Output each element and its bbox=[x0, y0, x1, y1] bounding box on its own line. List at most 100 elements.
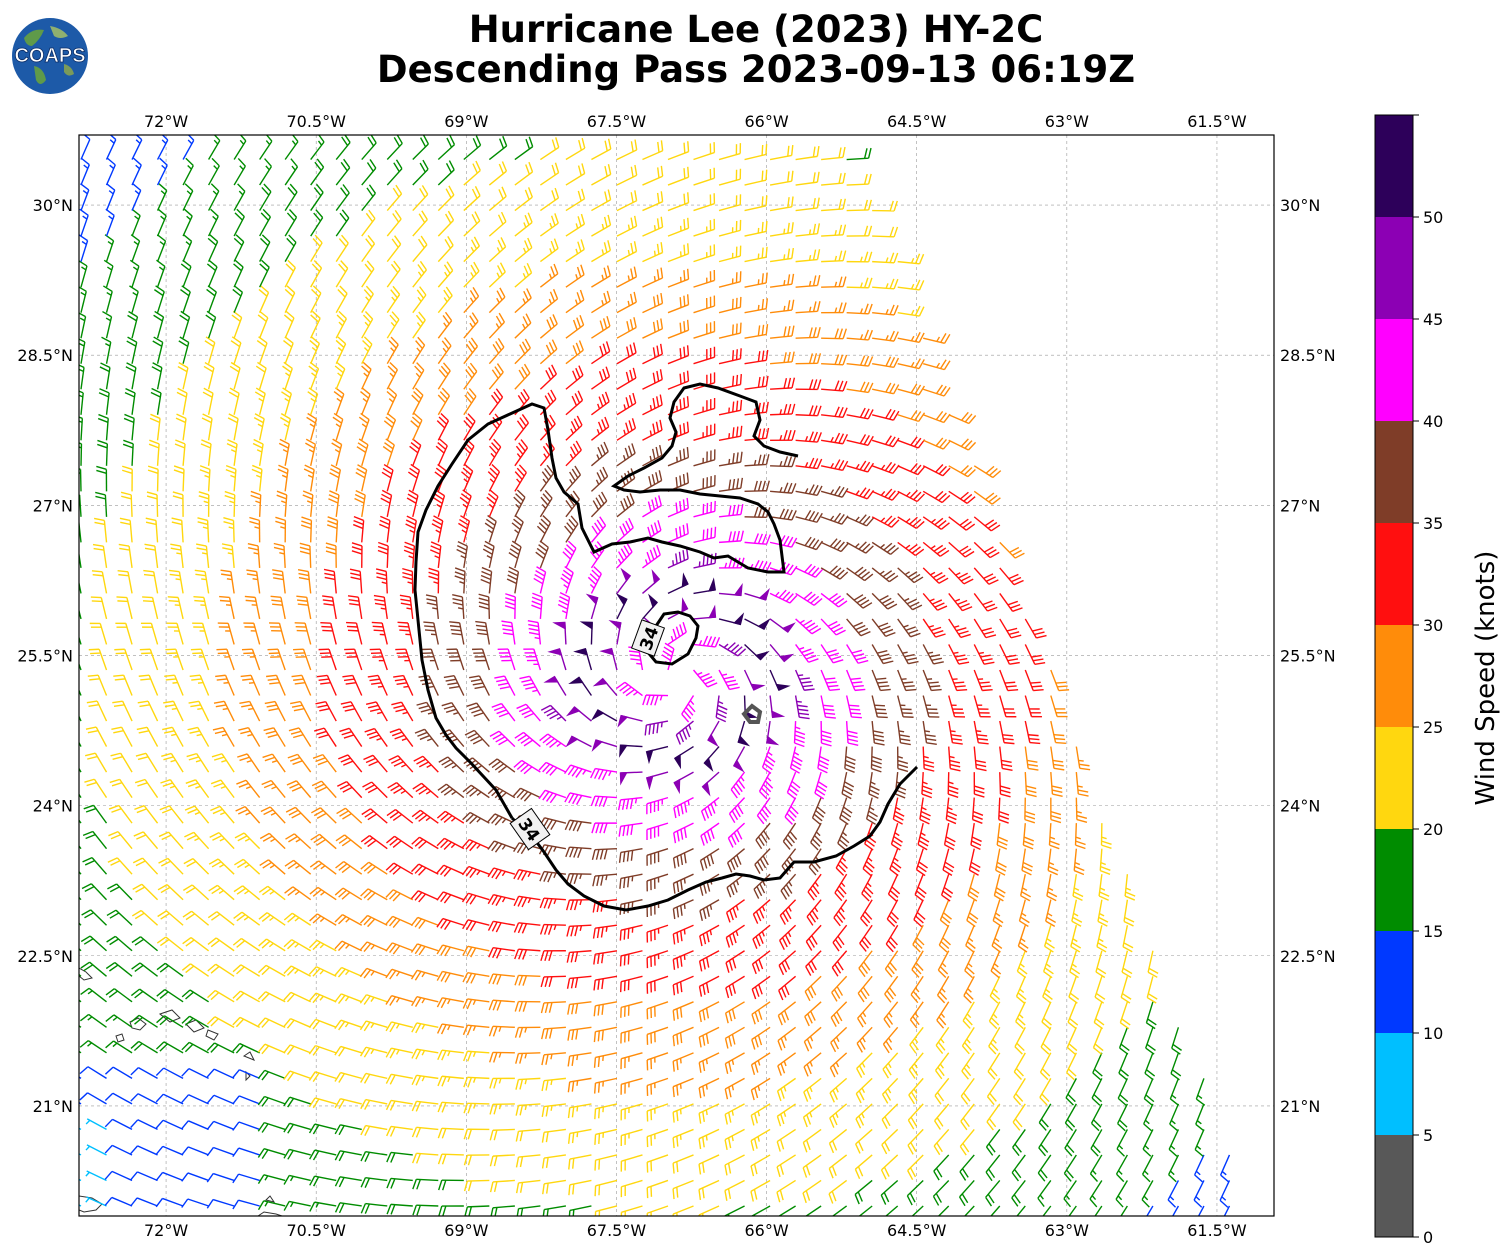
wind-barb bbox=[284, 158, 299, 186]
wind-barb bbox=[1100, 823, 1112, 849]
wind-barb bbox=[693, 398, 716, 416]
wind-barb bbox=[919, 797, 931, 825]
wind-barb bbox=[514, 439, 529, 467]
wind-barb bbox=[158, 831, 184, 850]
wind-barb bbox=[1016, 1205, 1026, 1216]
wind-barb bbox=[335, 234, 349, 263]
wind-barb bbox=[241, 648, 261, 671]
wind-barb bbox=[752, 924, 771, 949]
wind-barb bbox=[841, 771, 855, 800]
wind-barb bbox=[1095, 950, 1107, 979]
wind-barb bbox=[371, 621, 388, 645]
wind-barb bbox=[1075, 772, 1089, 797]
wind-barb bbox=[253, 413, 265, 441]
wind-barb bbox=[488, 1025, 515, 1037]
wind-barb bbox=[513, 759, 541, 775]
wind-barb bbox=[165, 648, 184, 671]
axis-tick-labels: 72°W72°W70.5°W70.5°W69°W69°W67.5°W67.5°W… bbox=[17, 112, 1335, 1240]
wind-barb bbox=[104, 1144, 133, 1156]
wind-barb bbox=[1012, 1103, 1026, 1131]
wind-barb bbox=[200, 439, 212, 466]
wind-barb bbox=[188, 700, 210, 722]
wind-barb bbox=[456, 541, 468, 569]
wind-barb bbox=[693, 475, 716, 493]
wind-barb bbox=[667, 345, 690, 365]
wind-barb bbox=[616, 342, 637, 365]
wind-barb bbox=[573, 647, 593, 671]
wind-barb bbox=[438, 756, 465, 773]
wind-barb bbox=[999, 618, 1022, 639]
wind-barb bbox=[1064, 1129, 1077, 1157]
wind-barb bbox=[744, 533, 771, 545]
wind-barb bbox=[411, 387, 424, 416]
wind-barb bbox=[897, 669, 917, 692]
wind-barb bbox=[861, 873, 874, 902]
wind-barb bbox=[770, 482, 797, 494]
wind-barb bbox=[966, 899, 979, 928]
colorbar-tick-label: 50 bbox=[1423, 208, 1443, 227]
wind-barb bbox=[182, 135, 195, 160]
wind-barb bbox=[182, 936, 210, 952]
lon-tick-label-top: 69°W bbox=[444, 112, 488, 131]
wind-barb bbox=[207, 911, 235, 926]
wind-barb bbox=[871, 669, 891, 692]
wind-barb bbox=[642, 470, 663, 492]
wind-barb bbox=[821, 302, 847, 314]
wind-barb bbox=[616, 291, 637, 314]
wind-barb bbox=[821, 276, 847, 288]
wind-barb bbox=[334, 1124, 362, 1136]
wind-barb bbox=[616, 241, 638, 263]
wind-barb bbox=[334, 1176, 362, 1188]
wind-barb bbox=[881, 1077, 899, 1104]
wind-barb bbox=[437, 160, 455, 186]
wind-barb bbox=[795, 431, 822, 443]
wind-barb bbox=[541, 1103, 566, 1117]
wind-barb bbox=[1064, 1103, 1077, 1132]
wind-barb bbox=[752, 899, 771, 924]
wind-barb bbox=[672, 1052, 694, 1072]
wind-barb bbox=[436, 944, 465, 957]
wind-barb bbox=[463, 1179, 490, 1192]
wind-barb bbox=[973, 644, 995, 665]
wind-barb bbox=[795, 618, 822, 635]
wind-barb bbox=[79, 1040, 107, 1054]
wind-barb bbox=[673, 796, 694, 819]
wind-barb bbox=[412, 782, 439, 799]
wind-barb bbox=[642, 216, 664, 237]
wind-barb bbox=[258, 285, 270, 313]
wind-barb bbox=[770, 377, 796, 390]
wind-barb bbox=[149, 413, 161, 441]
wind-barb bbox=[257, 1200, 286, 1211]
wind-barb bbox=[943, 823, 956, 851]
wind-barb bbox=[443, 675, 465, 696]
wind-barb bbox=[591, 316, 611, 339]
wind-barb bbox=[1090, 1103, 1103, 1132]
wind-barb bbox=[769, 273, 795, 288]
wind-barb bbox=[361, 336, 373, 365]
wind-barb bbox=[79, 999, 82, 1003]
wind-barb bbox=[922, 490, 951, 504]
wind-barb bbox=[1022, 823, 1035, 850]
wind-barb bbox=[667, 572, 689, 595]
wind-barb bbox=[539, 870, 566, 883]
wind-barb bbox=[591, 341, 611, 365]
wind-barb bbox=[79, 312, 87, 339]
wind-barb bbox=[386, 311, 400, 339]
wind-barb bbox=[516, 1205, 541, 1216]
wind-barb bbox=[360, 888, 388, 901]
wind-barb bbox=[855, 1128, 873, 1154]
wind-barb bbox=[661, 642, 675, 671]
wind-barb bbox=[770, 456, 797, 468]
wind-barb bbox=[239, 700, 261, 722]
wind-barb bbox=[599, 647, 618, 671]
wind-barb bbox=[914, 873, 927, 902]
wind-barb bbox=[616, 493, 635, 518]
wind-barb bbox=[591, 290, 611, 314]
wind-barb bbox=[910, 975, 924, 1004]
wind-barb bbox=[250, 490, 262, 517]
wind-barb bbox=[1065, 1078, 1077, 1106]
wind-barb bbox=[593, 975, 618, 991]
wind-barb bbox=[464, 1205, 490, 1216]
wind-barb bbox=[963, 1205, 975, 1216]
wind-barb bbox=[1024, 746, 1039, 771]
